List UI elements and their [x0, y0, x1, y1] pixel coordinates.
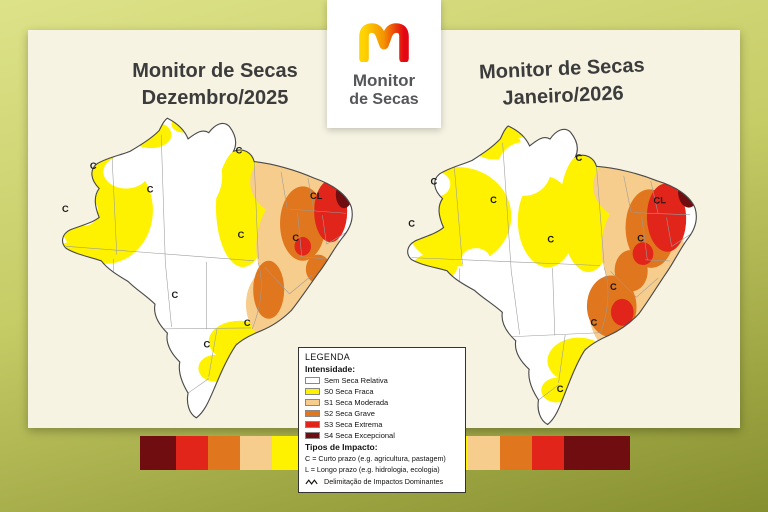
legend-delimitation-label: Delimitação de Impactos Dominantes — [324, 477, 444, 486]
drought-region — [608, 134, 633, 152]
drought-region — [198, 354, 232, 382]
impact-letter: C — [575, 153, 582, 163]
impact-annotations: C C C C C CL C C C C — [62, 145, 323, 349]
drought-region — [130, 121, 172, 149]
right-map-title: Monitor de Secas Janeiro/2026 — [439, 51, 686, 116]
legend-impact-title: Tipos de Impacto: — [305, 442, 378, 452]
drought-region — [267, 131, 295, 151]
legend-item-label: S0 Seca Fraca — [324, 387, 374, 396]
impact-letter: C — [172, 290, 179, 300]
legend-title: LEGENDA — [305, 352, 351, 362]
impact-annotations: C C C C C CL C C C C — [408, 153, 666, 394]
impact-letter: C — [90, 161, 97, 171]
drought-region — [280, 186, 326, 261]
color-scale-segment — [500, 436, 532, 470]
drought-region — [103, 155, 149, 189]
left-map-title-line2: Dezembro/2025 — [141, 87, 289, 109]
impact-letter: C — [557, 384, 564, 394]
impact-letter: C — [236, 145, 243, 155]
legend-swatch — [305, 432, 320, 439]
impact-letter: CL — [310, 191, 323, 201]
impact-letter: C — [610, 282, 617, 292]
legend-swatch — [305, 377, 320, 384]
legend-item-label: S1 Seca Moderada — [324, 398, 389, 407]
drought-region — [294, 237, 312, 256]
map-january-2026: C C C C C CL C C C C — [391, 112, 736, 433]
map-december-2025: C C C C C CL C C C C — [50, 112, 384, 422]
legend-item: Sem Seca Relativa — [305, 376, 459, 385]
drought-region — [253, 260, 285, 319]
impact-letter: C — [244, 318, 251, 328]
squiggle-icon — [305, 478, 318, 485]
legend-item: S1 Seca Moderada — [305, 398, 459, 407]
color-scale-segment — [208, 436, 240, 470]
brazil-map-svg: C C C C C CL C C C C — [61, 117, 353, 419]
legend-box: LEGENDA Intensidade: Sem Seca Relativa S0… — [298, 347, 466, 493]
legend-swatch — [305, 410, 320, 417]
color-scale-segment — [564, 436, 630, 470]
brazil-map-svg: C C C C C CL C C C C — [402, 119, 705, 430]
drought-region — [610, 298, 634, 326]
legend-item: S2 Seca Grave — [305, 409, 459, 418]
impact-letter: C — [590, 318, 597, 328]
legend-swatch — [305, 399, 320, 406]
logo-text-line2: de Secas — [349, 90, 419, 108]
impact-letter: C — [238, 230, 245, 240]
legend-intensity-rows: Sem Seca Relativa S0 Seca Fraca S1 Seca Mo… — [305, 376, 459, 440]
drought-region — [297, 129, 317, 145]
impact-letter: C — [637, 233, 644, 243]
drought-region — [497, 142, 552, 196]
impact-letter: C — [547, 234, 554, 244]
color-scale-segment — [176, 436, 208, 470]
legend-impact-list: C = Curto prazo (e.g. agricultura, pasta… — [305, 454, 459, 474]
impact-letter: C — [430, 176, 437, 186]
legend-item: S4 Seca Excepcional — [305, 431, 459, 440]
logo-m-icon — [359, 23, 409, 64]
left-map-title-line1: Monitor de Secas — [132, 60, 298, 82]
drought-region — [632, 242, 654, 266]
color-scale-segment — [140, 436, 176, 470]
impact-type-line: L = Longo prazo (e.g. hidrologia, ecolog… — [305, 465, 440, 474]
color-scale-segment — [532, 436, 564, 470]
legend-item-label: Sem Seca Relativa — [324, 376, 388, 385]
legend-item-label: S2 Seca Grave — [324, 409, 375, 418]
drought-region — [461, 248, 491, 271]
legend-item-label: S4 Seca Excepcional — [324, 431, 395, 440]
impact-letter: C — [62, 204, 69, 214]
impact-letter: C — [204, 340, 211, 350]
legend-item: S3 Seca Extrema — [305, 420, 459, 429]
drought-region — [71, 196, 99, 226]
legend-swatch — [305, 421, 320, 428]
legend-intensity-label: Intensidade: — [305, 364, 356, 374]
impact-letter: C — [490, 195, 497, 205]
legend-item: S0 Seca Fraca — [305, 387, 459, 396]
legend-swatch — [305, 388, 320, 395]
impact-letter: C — [408, 218, 415, 228]
impact-letter: CL — [653, 195, 666, 205]
drought-region — [171, 118, 197, 133]
drought-region — [305, 254, 331, 284]
color-scale-segment — [240, 436, 272, 470]
left-map-title: Monitor de Secas Dezembro/2025 — [75, 58, 355, 112]
monitor-de-secas-logo: Monitor de Secas — [327, 0, 441, 128]
impact-letter: C — [147, 185, 154, 195]
impact-letter: C — [292, 233, 299, 243]
drought-region — [160, 138, 223, 214]
color-scale-segment — [468, 436, 500, 470]
impact-type-line: C = Curto prazo (e.g. agricultura, pasta… — [305, 454, 446, 463]
logo-text-line1: Monitor — [352, 71, 416, 90]
legend-item-label: S3 Seca Extrema — [324, 420, 383, 429]
legend-delimitation-row: Delimitação de Impactos Dominantes — [305, 477, 459, 486]
